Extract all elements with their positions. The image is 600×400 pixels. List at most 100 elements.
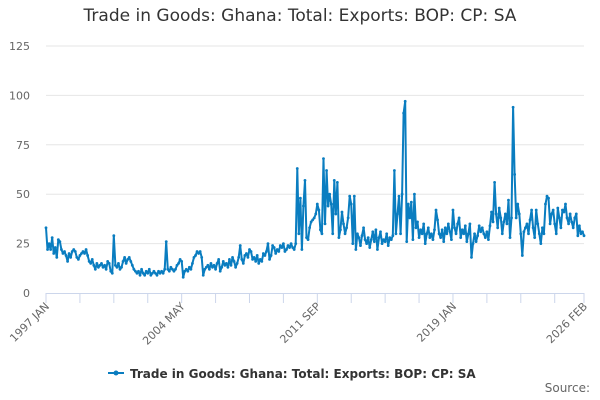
data-point (103, 263, 106, 267)
data-point (342, 222, 345, 226)
data-point (257, 261, 261, 265)
data-point (414, 226, 418, 230)
data-point (187, 265, 191, 269)
data-point (553, 222, 557, 226)
data-point (533, 236, 537, 240)
data-point (443, 226, 447, 230)
data-point (359, 244, 362, 247)
data-point (218, 269, 222, 273)
data-point (559, 226, 563, 230)
data-point (66, 259, 69, 263)
data-point (200, 256, 204, 259)
data-point (502, 220, 506, 224)
data-point (454, 232, 458, 236)
data-point (496, 226, 500, 230)
data-point (265, 250, 268, 253)
data-point (212, 263, 216, 267)
data-point (428, 236, 432, 240)
data-point (127, 256, 131, 259)
data-point (263, 254, 267, 257)
data-point (318, 228, 322, 232)
data-point (425, 232, 429, 236)
data-point (334, 212, 338, 216)
data-point (531, 226, 535, 230)
data-point (520, 254, 524, 257)
data-point (547, 196, 550, 200)
data-point (198, 250, 202, 253)
x-tick-label: 2019 JAN (414, 300, 459, 345)
data-point (272, 246, 276, 249)
y-tick-label: 75 (16, 139, 30, 152)
data-point (577, 224, 581, 228)
data-point (44, 226, 48, 230)
data-point (217, 258, 221, 261)
data-point (89, 261, 93, 265)
data-point (70, 250, 74, 253)
data-point (579, 232, 583, 236)
y-tick-label: 25 (16, 238, 30, 251)
data-point (539, 242, 543, 246)
data-point (76, 258, 80, 261)
data-point (169, 265, 173, 269)
data-point (158, 271, 162, 275)
data-point (545, 194, 549, 198)
data-point (422, 222, 426, 226)
data-point (152, 269, 156, 273)
data-point (146, 271, 150, 275)
data-point (75, 256, 79, 259)
data-point (433, 228, 436, 232)
data-point (437, 232, 441, 236)
x-tick-label: 2004 MAY (140, 300, 188, 348)
data-point (232, 259, 236, 263)
data-point (191, 261, 194, 265)
data-point (380, 242, 384, 246)
data-point (479, 230, 483, 234)
data-point (86, 254, 90, 257)
data-point (234, 265, 238, 269)
data-point (104, 267, 108, 271)
data-point (436, 218, 439, 222)
data-point (314, 212, 318, 216)
data-point (69, 256, 73, 259)
data-point (493, 180, 496, 184)
x-tick-label: 2011 SEP (277, 300, 323, 346)
data-point (237, 256, 241, 259)
data-point (423, 242, 427, 246)
data-point (522, 230, 526, 234)
data-point (100, 261, 103, 265)
data-point (528, 218, 532, 222)
data-point (473, 232, 476, 236)
data-point (277, 250, 281, 253)
data-point (141, 271, 145, 275)
data-point (160, 269, 164, 273)
data-point (252, 256, 256, 259)
data-point (47, 242, 51, 246)
data-point (411, 238, 415, 242)
data-point (544, 202, 547, 206)
data-point (434, 208, 438, 212)
data-point (417, 236, 421, 240)
data-point (562, 210, 566, 214)
data-point (382, 238, 385, 242)
data-point (345, 226, 349, 230)
data-point (488, 224, 492, 228)
data-point (214, 267, 217, 271)
data-point (328, 192, 332, 196)
data-point (340, 210, 344, 214)
data-point (339, 228, 342, 232)
data-point (147, 267, 151, 271)
data-point (312, 216, 316, 220)
data-point (288, 246, 291, 249)
data-point (510, 216, 513, 220)
data-point (419, 228, 422, 232)
data-point (403, 99, 407, 103)
data-point (448, 230, 452, 234)
data-point (130, 263, 134, 267)
data-point (463, 224, 467, 228)
data-point (550, 212, 554, 216)
data-point (557, 216, 561, 220)
data-point (582, 234, 586, 238)
data-point (306, 238, 310, 242)
data-point (360, 234, 364, 238)
